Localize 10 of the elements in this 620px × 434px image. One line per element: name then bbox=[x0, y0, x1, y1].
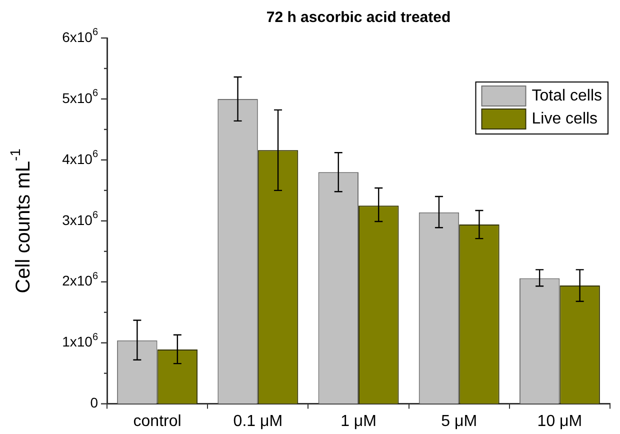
y-tick-label: 0 bbox=[90, 394, 98, 411]
legend-label: Live cells bbox=[532, 110, 598, 128]
x-tick-label: control bbox=[133, 412, 182, 430]
x-tick-label: 10 μM bbox=[537, 412, 582, 430]
x-tick-label: 0.1 μM bbox=[233, 412, 283, 430]
y-axis-title: Cell counts mL-1 bbox=[6, 148, 35, 294]
x-tick-label: 1 μM bbox=[340, 412, 376, 430]
legend-label: Total cells bbox=[532, 87, 602, 104]
x-tick-label: 5 μM bbox=[441, 412, 478, 430]
chart-title: 72 h ascorbic acid treated bbox=[266, 9, 451, 26]
